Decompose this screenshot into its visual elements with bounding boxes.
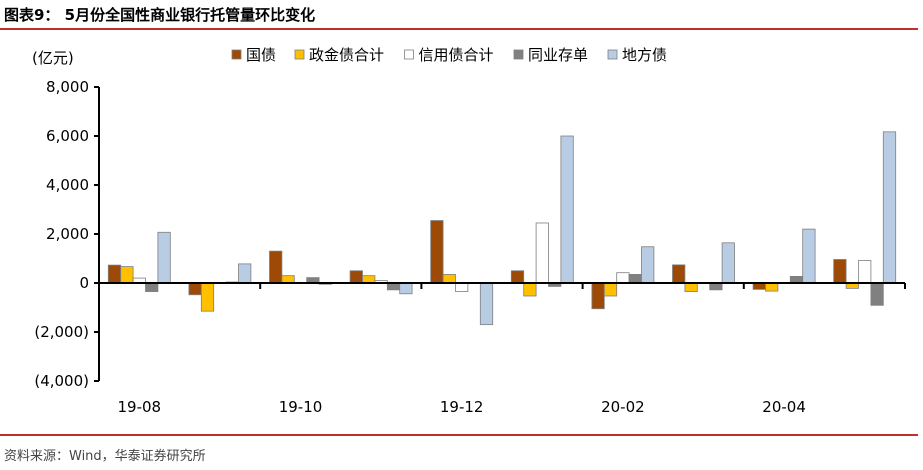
bar-地方债-19-11 [399, 282, 413, 295]
y-tick-label: 8,000 [46, 78, 89, 96]
bar-地方债-19-12 [479, 282, 494, 326]
bar-地方债-20-05 [882, 131, 897, 284]
y-tick-label: 0 [79, 274, 89, 292]
legend-label: 政金债合计 [309, 46, 384, 64]
bar-地方债-20-04 [802, 228, 816, 284]
bar-地方债-19-08 [157, 231, 171, 284]
bar-国债-20-05 [833, 259, 847, 284]
bar-国债-19-09 [188, 282, 202, 296]
x-tick-label: 20-02 [601, 398, 645, 416]
bar-政金债合计-19-10 [281, 275, 295, 284]
bar-信用债合计-20-01 [535, 222, 549, 284]
bar-信用债合计-20-05 [858, 260, 872, 284]
legend-swatch [607, 49, 618, 60]
x-tick-label: 19-10 [279, 398, 323, 416]
bar-同业存单-20-03 [709, 282, 723, 291]
footer-rule [0, 434, 918, 436]
legend-label: 地方债 [622, 46, 667, 64]
bar-政金债合计-20-03 [684, 282, 698, 292]
legend-label: 国债 [246, 46, 276, 64]
bar-地方债-20-01 [560, 135, 574, 284]
bar-政金债合计-19-08 [120, 266, 134, 284]
title-rule [0, 28, 918, 30]
x-tick-label: 19-12 [440, 398, 484, 416]
y-axis-unit: (亿元) [32, 49, 74, 67]
bar-同业存单-19-08 [145, 282, 159, 292]
bar-国债-20-02 [591, 282, 605, 310]
bar-国债-20-01 [510, 270, 525, 284]
bar-政金债合计-19-12 [442, 274, 456, 284]
legend-label: 信用债合计 [419, 46, 494, 64]
y-tick-label: 2,000 [46, 225, 89, 243]
y-tick-label: (2,000) [34, 323, 89, 341]
legend-swatch [513, 49, 524, 60]
bar-同业存单-20-05 [870, 282, 884, 306]
y-tick-label: 4,000 [46, 176, 89, 194]
y-tick-label: 6,000 [46, 127, 89, 145]
legend-swatch [404, 49, 414, 60]
bar-国债-19-11 [349, 270, 363, 284]
bar-信用债合计-19-12 [455, 282, 469, 292]
legend-swatch [231, 49, 242, 60]
bar-国债-19-10 [269, 250, 283, 284]
bar-政金债合计-20-01 [523, 282, 537, 297]
bar-地方债-20-02 [641, 246, 655, 284]
source-note: 资料来源：Wind，华泰证券研究所 [4, 449, 206, 464]
chart-title: 图表9： 5月份全国性商业银行托管量环比变化 [4, 6, 316, 24]
bar-国债-20-03 [672, 264, 686, 284]
bar-政金债合计-20-04 [765, 282, 779, 292]
y-tick-label: (4,000) [34, 372, 89, 390]
bar-政金债合计-20-02 [603, 282, 618, 297]
bar-地方债-20-03 [721, 242, 735, 284]
bar-地方债-19-09 [238, 263, 252, 284]
legend-label: 同业存单 [528, 46, 588, 64]
bar-政金债合计-19-09 [200, 282, 215, 312]
bar-政金债合计-19-11 [362, 275, 376, 284]
x-tick-label: 20-04 [762, 398, 806, 416]
bar-chart: (亿元) (4,000) (2,000) 0 2,000 4,000 6,000 8,000 1… [32, 46, 906, 416]
bar-信用债合计-20-02 [616, 272, 630, 284]
bar-同业存单-20-02 [628, 274, 642, 284]
bar-同业存单-19-11 [386, 282, 401, 291]
legend-swatch [294, 49, 305, 60]
x-tick-label: 19-08 [118, 398, 162, 416]
bar-国债-19-12 [430, 220, 444, 284]
bar-国债-19-08 [107, 264, 122, 284]
